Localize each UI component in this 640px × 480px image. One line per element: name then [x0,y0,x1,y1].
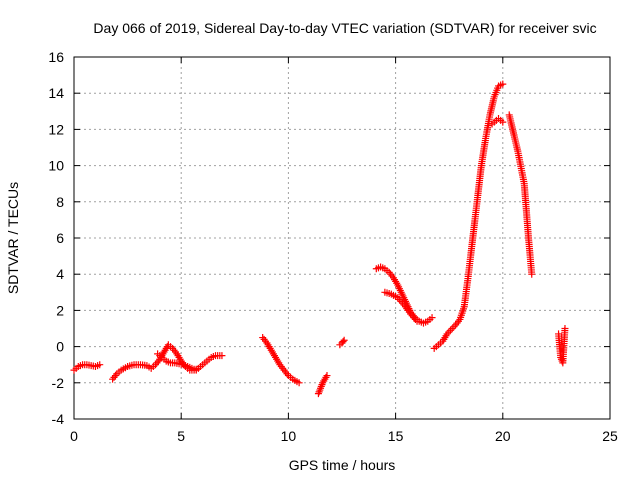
y-tick-label: 10 [48,158,64,174]
y-tick-label: -2 [52,375,65,391]
data-point [499,80,507,88]
data-point [413,317,421,325]
data-point [561,325,569,332]
chart-title: Day 066 of 2019, Sidereal Day-to-day VTE… [93,20,596,36]
data-point [499,118,507,126]
data-point [428,314,436,322]
y-tick-label: 8 [56,194,64,210]
y-tick-label: 4 [56,266,64,282]
data-point [295,379,303,387]
data-point [96,361,104,369]
x-tick-label: 10 [281,428,297,444]
data-point [339,338,347,346]
x-tick-label: 5 [177,428,185,444]
y-tick-label: 6 [56,230,64,246]
data-point [218,352,226,360]
axis-ticks: 0 5 10 15 20 25 -4 -2 0 2 4 6 8 10 12 14 16 [48,49,618,444]
y-tick-label: 0 [56,339,64,355]
x-tick-label: 15 [388,428,404,444]
data-point [340,336,348,344]
x-tick-label: 20 [495,428,511,444]
x-tick-label: 0 [70,428,78,444]
x-tick-label: 25 [602,428,618,444]
y-tick-label: 12 [48,121,64,137]
y-tick-label: -4 [52,411,65,427]
data-point [528,270,536,278]
y-tick-label: 14 [48,85,64,101]
x-axis-label: GPS time / hours [289,457,396,473]
y-tick-label: 2 [56,302,64,318]
data-point [323,372,331,380]
y-tick-label: 16 [48,49,64,65]
data-points [70,80,569,398]
data-point [192,366,200,374]
y-axis-label: SDTVAR / TECUs [5,182,21,294]
